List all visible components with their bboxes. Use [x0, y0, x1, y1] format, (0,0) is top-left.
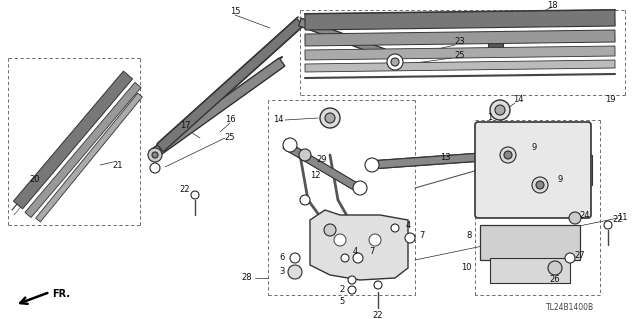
Text: 13: 13	[440, 153, 451, 162]
Circle shape	[348, 276, 356, 284]
Text: 7: 7	[419, 231, 425, 240]
Circle shape	[391, 58, 399, 66]
Text: 27: 27	[575, 250, 586, 259]
Bar	[488, 35, 503, 53]
Text: 17: 17	[180, 121, 190, 130]
Circle shape	[565, 253, 575, 263]
Circle shape	[341, 254, 349, 262]
Text: 11: 11	[617, 213, 627, 222]
Bar	[480, 225, 580, 260]
Circle shape	[300, 195, 310, 205]
Circle shape	[353, 253, 363, 263]
Circle shape	[348, 286, 356, 294]
Text: 1: 1	[488, 114, 493, 122]
Circle shape	[604, 221, 612, 229]
Circle shape	[148, 148, 162, 162]
Circle shape	[532, 177, 548, 193]
Text: 22: 22	[612, 216, 623, 225]
Bar	[490, 258, 570, 283]
Circle shape	[290, 253, 300, 263]
Circle shape	[391, 224, 399, 232]
Text: 12: 12	[310, 170, 320, 180]
Text: 23: 23	[454, 38, 465, 47]
Text: 28: 28	[241, 273, 252, 283]
Circle shape	[569, 212, 581, 224]
Text: 19: 19	[605, 95, 615, 105]
Circle shape	[536, 181, 544, 189]
Bar	[570, 155, 592, 185]
Polygon shape	[149, 58, 285, 159]
Polygon shape	[305, 60, 615, 72]
Text: 25: 25	[225, 133, 236, 143]
Circle shape	[387, 54, 403, 70]
Circle shape	[490, 100, 510, 120]
Text: 9: 9	[557, 175, 563, 184]
Text: FR.: FR.	[52, 289, 70, 299]
Text: 14: 14	[273, 115, 284, 124]
Text: 14: 14	[513, 95, 524, 105]
Text: 18: 18	[547, 1, 557, 10]
Circle shape	[501, 148, 515, 162]
Polygon shape	[299, 18, 396, 61]
Text: 3: 3	[280, 268, 285, 277]
Polygon shape	[310, 210, 408, 280]
Polygon shape	[305, 30, 615, 46]
Circle shape	[504, 151, 512, 159]
Text: 2: 2	[339, 286, 344, 294]
Text: 22: 22	[372, 310, 383, 319]
Text: 26: 26	[550, 276, 560, 285]
Circle shape	[548, 261, 562, 275]
Polygon shape	[157, 18, 303, 152]
Circle shape	[150, 163, 160, 173]
Text: 7: 7	[369, 248, 374, 256]
Text: 4: 4	[405, 220, 411, 229]
Text: 9: 9	[531, 144, 536, 152]
Circle shape	[365, 158, 379, 172]
Text: 21: 21	[113, 160, 124, 169]
Text: 10: 10	[461, 263, 472, 272]
Polygon shape	[25, 82, 141, 218]
Text: 6: 6	[280, 254, 285, 263]
Circle shape	[353, 181, 367, 195]
Polygon shape	[305, 46, 615, 60]
Text: 4: 4	[353, 248, 358, 256]
Circle shape	[288, 265, 302, 279]
Polygon shape	[36, 93, 142, 222]
Polygon shape	[283, 142, 360, 191]
Circle shape	[320, 108, 340, 128]
Circle shape	[283, 138, 297, 152]
Polygon shape	[370, 151, 510, 169]
Text: 8: 8	[467, 231, 472, 240]
Text: 15: 15	[230, 8, 240, 17]
Text: 16: 16	[225, 115, 236, 124]
Circle shape	[500, 147, 516, 163]
Text: 5: 5	[339, 298, 344, 307]
Text: 24: 24	[580, 211, 590, 219]
Circle shape	[299, 149, 311, 161]
Circle shape	[334, 234, 346, 246]
Text: 25: 25	[455, 50, 465, 60]
Circle shape	[495, 105, 505, 115]
Circle shape	[405, 233, 415, 243]
Polygon shape	[305, 10, 615, 30]
Circle shape	[325, 113, 335, 123]
Text: 22: 22	[180, 186, 190, 195]
Text: 29: 29	[317, 155, 327, 165]
Circle shape	[374, 281, 382, 289]
Text: 20: 20	[29, 175, 40, 184]
Circle shape	[369, 234, 381, 246]
Circle shape	[191, 191, 199, 199]
FancyBboxPatch shape	[475, 122, 591, 218]
Polygon shape	[13, 71, 132, 209]
Text: TL24B1400B: TL24B1400B	[546, 303, 594, 312]
Circle shape	[324, 224, 336, 236]
Circle shape	[152, 152, 158, 158]
